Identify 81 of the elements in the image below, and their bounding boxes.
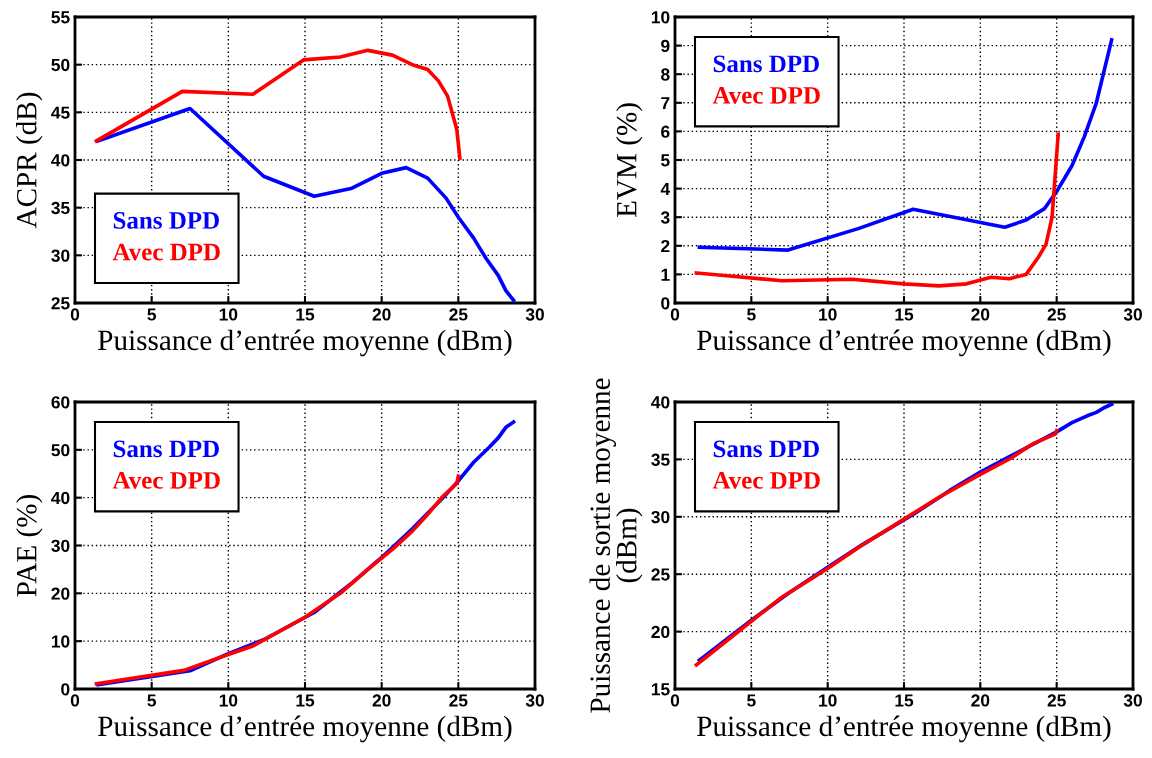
y-tick-label: 60 [51, 396, 70, 409]
y-tick-label: 0 [661, 297, 670, 310]
y-tick-label: 2 [661, 239, 670, 253]
x-tick-label: 15 [895, 308, 914, 321]
y-tick-label: 30 [51, 249, 70, 262]
x-tick-label: 10 [219, 308, 238, 321]
x-tick-label: 25 [1047, 308, 1066, 321]
y-tick-label: 50 [51, 58, 70, 72]
x-tick-label: 25 [449, 308, 468, 321]
y-tick-label: 40 [651, 396, 670, 409]
x-tick-label: 30 [1123, 308, 1142, 321]
y-tick-label: 4 [660, 182, 671, 195]
x-tick-label: 15 [895, 694, 914, 707]
x-tick-label: 10 [219, 694, 238, 707]
y-tick-label: 10 [651, 11, 670, 24]
line-series [96, 106, 516, 302]
x-tick-label: 30 [525, 308, 544, 321]
x-axis-title: Puissance d’entrée moyenne (dBm) [697, 715, 1111, 743]
x-axis-title: Puissance d’entrée moyenne (dBm) [98, 715, 512, 743]
x-tick-label: 20 [372, 694, 391, 707]
x-tick-label: 20 [971, 694, 990, 707]
line-series [694, 132, 1060, 288]
y-tick-label: 8 [661, 68, 670, 81]
y-tick-label: 35 [51, 201, 70, 215]
text: Avec DPD [712, 87, 820, 104]
y-tick-label: 30 [651, 510, 670, 524]
y-axis-title: Puissance de sortie moyenne (dBm) [589, 378, 643, 713]
y-tick-label: 7 [661, 97, 670, 110]
x-tick-label: 20 [372, 308, 391, 321]
text: Sans DPD [113, 212, 219, 229]
text: Sans DPD [713, 55, 819, 73]
y-tick-label: 40 [51, 491, 70, 505]
x-tick-label: 0 [70, 694, 80, 707]
y-tick-label: 5 [661, 154, 670, 167]
y-tick-label: 45 [51, 106, 70, 119]
x-tick-label: 5 [747, 694, 756, 707]
line-series [94, 48, 462, 160]
x-tick-label: 15 [296, 694, 315, 707]
text: Avec DPD [712, 472, 820, 489]
x-tick-label: 25 [449, 694, 468, 707]
x-tick-label: 5 [147, 308, 157, 321]
x-tick-label: 10 [819, 308, 837, 321]
x-tick-label: 15 [296, 308, 315, 321]
x-tick-label: 5 [147, 694, 157, 707]
y-axis-title: PAE (%) [16, 495, 43, 597]
text: Sans DPD [713, 440, 819, 458]
x-tick-label: 30 [1123, 694, 1142, 707]
y-tick-label: 40 [51, 154, 70, 167]
line-series [94, 474, 461, 686]
text: Avec DPD [112, 243, 220, 261]
y-tick-label: 20 [51, 587, 70, 600]
y-tick-label: 1 [661, 268, 670, 281]
y-tick-label: 35 [651, 453, 670, 466]
y-tick-label: 10 [51, 635, 70, 648]
x-tick-label: 10 [819, 694, 837, 707]
x-tick-label: 0 [70, 308, 80, 321]
y-tick-label: 25 [651, 568, 670, 581]
x-axis-title: Puissance d’entrée moyenne (dBm) [98, 329, 512, 357]
x-tick-label: 20 [971, 308, 990, 321]
y-tick-label: 30 [51, 539, 70, 552]
y-tick-label: 3 [660, 211, 670, 224]
x-tick-label: 0 [670, 694, 680, 707]
y-axis-title: EVM (%) [616, 103, 643, 218]
x-tick-label: 5 [747, 308, 756, 321]
x-tick-label: 0 [670, 308, 680, 321]
line-series [697, 38, 1114, 252]
text: Avec DPD [112, 472, 220, 489]
x-tick-label: 25 [1047, 694, 1066, 707]
line-series [694, 428, 1059, 667]
y-tick-label: 55 [51, 11, 70, 24]
y-tick-label: 9 [661, 39, 670, 53]
x-tick-label: 30 [525, 694, 544, 707]
y-tick-label: 0 [61, 683, 70, 696]
y-tick-label: 15 [651, 683, 670, 696]
y-tick-label: 6 [661, 125, 670, 138]
y-axis-title: ACPR (dB) [16, 92, 43, 229]
y-tick-label: 20 [651, 625, 670, 639]
x-axis-title: Puissance d’entrée moyenne (dBm) [697, 329, 1111, 357]
text: Sans DPD [113, 440, 219, 458]
y-tick-label: 25 [51, 297, 70, 310]
y-tick-label: 50 [51, 444, 70, 457]
